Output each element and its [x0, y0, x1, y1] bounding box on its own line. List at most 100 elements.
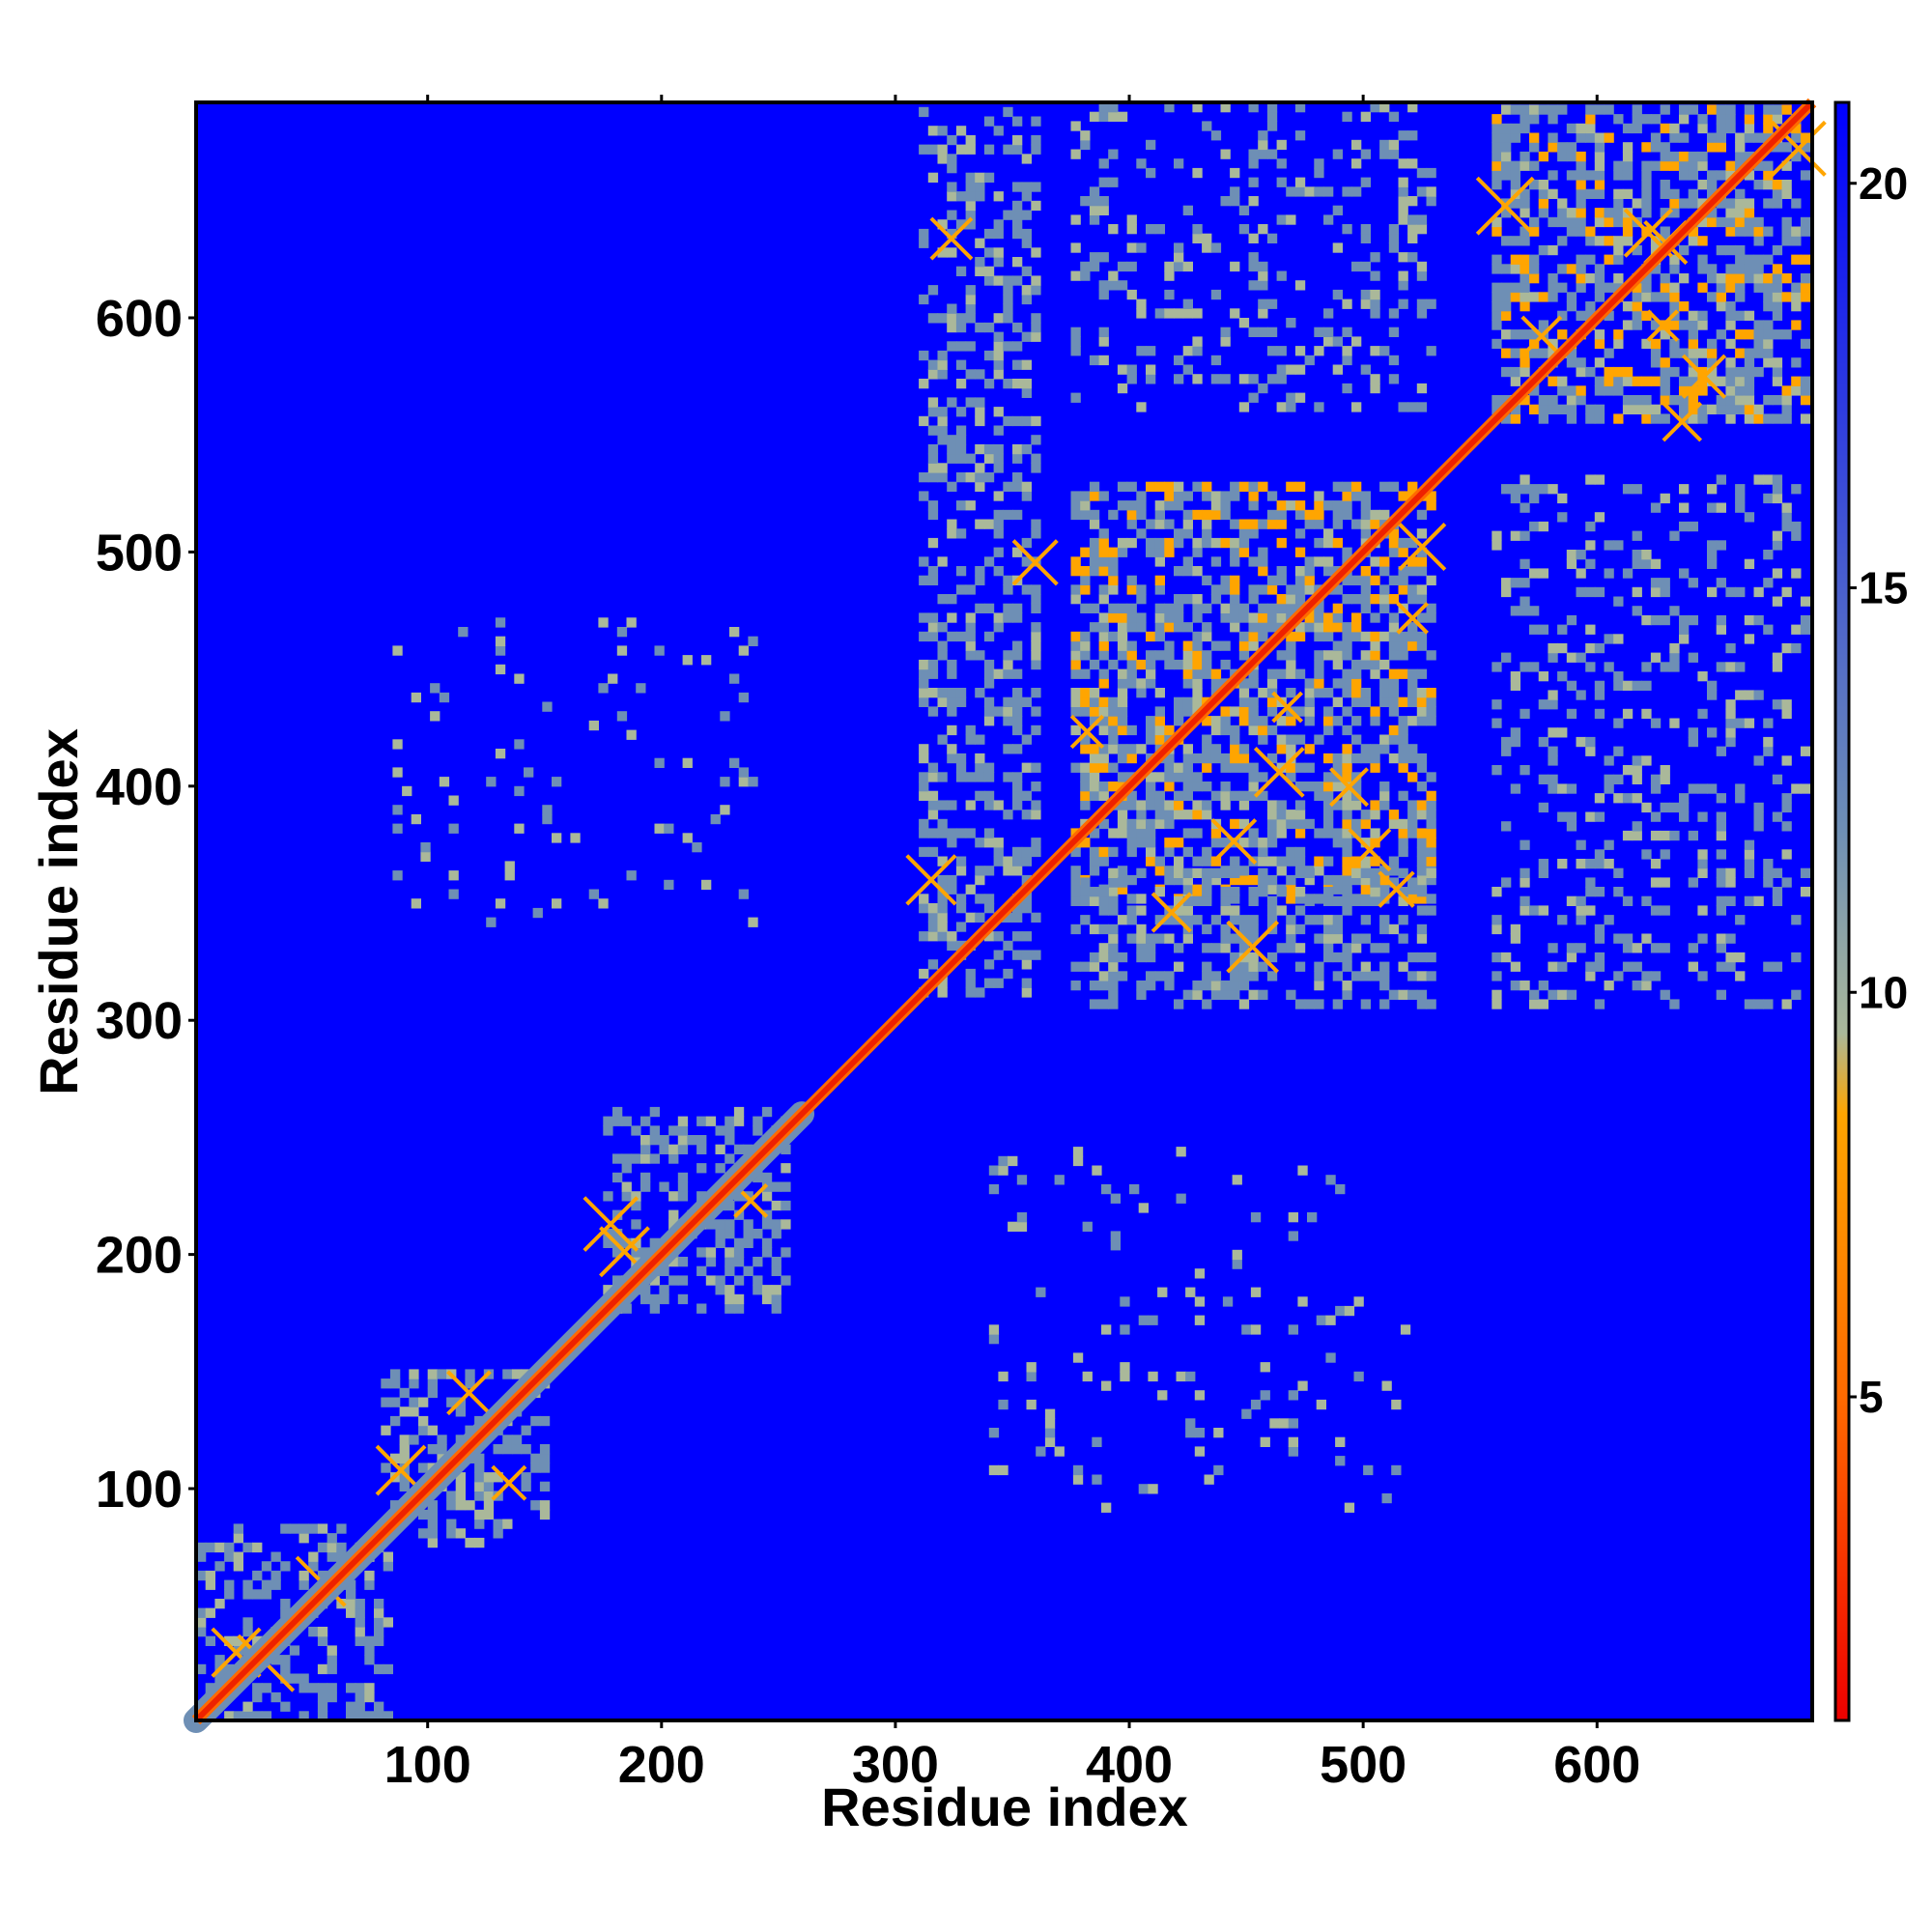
contact-cell: [1388, 818, 1400, 830]
contact-cell: [927, 509, 939, 521]
contact-cell: [631, 1200, 641, 1211]
contact-cell: [1566, 170, 1577, 181]
contact-cell: [1089, 856, 1100, 867]
contact-cell: [1185, 1371, 1196, 1382]
x-tick-label: 400: [1086, 1736, 1173, 1794]
contact-cell: [1650, 292, 1662, 302]
contact-cell: [1182, 905, 1193, 916]
contact-cell: [1092, 1165, 1102, 1176]
contact-cell: [1266, 622, 1278, 633]
contact-cell: [1529, 329, 1540, 340]
contact-cell: [1416, 566, 1428, 577]
contact-cell: [1520, 877, 1530, 888]
contact-cell: [1126, 800, 1137, 810]
contact-cell: [983, 519, 995, 529]
contact-cell: [1176, 1193, 1186, 1204]
contact-cell: [1716, 474, 1726, 485]
contact-cell: [1222, 1296, 1234, 1307]
contact-cell: [1266, 753, 1278, 764]
contact-cell: [1108, 781, 1119, 792]
contact-cell: [1360, 810, 1371, 820]
contact-cell: [1230, 584, 1240, 595]
contact-cell: [640, 1172, 651, 1183]
contact-cell: [937, 369, 948, 380]
contact-cell: [1080, 270, 1091, 281]
contact-cell: [1398, 915, 1408, 925]
contact-cell: [1725, 104, 1736, 115]
contact-cell: [937, 903, 948, 914]
contact-cell: [1548, 376, 1558, 386]
contact-cell: [1210, 584, 1222, 595]
contact-cell: [1492, 915, 1502, 925]
contact-cell: [1314, 856, 1324, 867]
contact-cell: [1080, 509, 1091, 521]
contact-cell: [1108, 895, 1119, 906]
contact-cell: [1566, 208, 1577, 218]
contact-cell: [1080, 566, 1091, 577]
contact-cell: [1108, 575, 1119, 585]
contact-cell: [1126, 678, 1137, 689]
contact-cell: [993, 228, 1004, 240]
contact-cell: [621, 1163, 632, 1174]
contact-cell: [1110, 1240, 1121, 1251]
contact-cell: [1641, 895, 1652, 906]
contact-cell: [1360, 895, 1371, 906]
contact-cell: [1520, 104, 1530, 115]
contact-cell: [1707, 783, 1718, 794]
contact-cell: [1585, 877, 1596, 888]
contact-cell: [1716, 376, 1726, 386]
contact-cell: [1529, 264, 1540, 274]
contact-cell: [743, 1265, 753, 1276]
contact-cell: [214, 1599, 225, 1609]
contact-cell: [1012, 668, 1023, 679]
contact-cell: [1307, 1212, 1318, 1223]
contact-cell: [1304, 716, 1315, 726]
contact-cell: [1108, 224, 1119, 235]
contact-cell: [1379, 509, 1390, 521]
contact-cell: [1360, 838, 1371, 848]
contact-cell: [701, 879, 712, 891]
contact-cell: [947, 154, 957, 164]
contact-cell: [993, 331, 1004, 342]
contact-cell: [743, 1237, 753, 1248]
contact-cell: [1070, 895, 1081, 906]
contact-cell: [1248, 838, 1259, 848]
contact-cell: [1238, 537, 1250, 549]
contact-cell: [1697, 971, 1708, 981]
contact-cell: [1323, 622, 1334, 633]
contact-cell: [1276, 594, 1287, 605]
contact-cell: [927, 959, 939, 970]
contact-cell: [1725, 867, 1736, 878]
contact-cell: [514, 785, 525, 797]
contact-cell: [1501, 301, 1512, 312]
contact-cell: [1021, 734, 1032, 745]
contact-cell: [270, 1579, 281, 1590]
contact-cell: [1314, 603, 1324, 613]
contact-cell: [1360, 603, 1371, 613]
contact-cell: [1576, 568, 1586, 579]
contact-cell: [242, 1627, 253, 1637]
contact-cell: [937, 894, 948, 904]
contact-cell: [465, 1378, 475, 1389]
contact-cell: [1370, 270, 1380, 281]
contact-cell: [1323, 887, 1334, 897]
contact-cell: [975, 472, 985, 483]
contact-cell: [1688, 198, 1698, 209]
contact-cell: [1110, 1231, 1121, 1241]
contact-cell: [975, 182, 985, 192]
contact-cell: [724, 1285, 735, 1295]
contact-cell: [1108, 716, 1119, 726]
contact-cell: [1781, 708, 1792, 720]
contact-cell: [1772, 568, 1783, 579]
contact-cell: [919, 688, 929, 698]
contact-cell: [233, 1711, 243, 1721]
contact-cell: [733, 1293, 745, 1305]
contact-cell: [1370, 640, 1380, 651]
contact-cell: [1146, 547, 1156, 557]
contact-cell: [1669, 132, 1680, 143]
contact-cell: [355, 1711, 365, 1721]
contact-cell: [1735, 132, 1746, 143]
contact-cell: [1594, 216, 1605, 228]
contact-cell: [919, 744, 929, 754]
contact-cell: [1351, 895, 1362, 906]
